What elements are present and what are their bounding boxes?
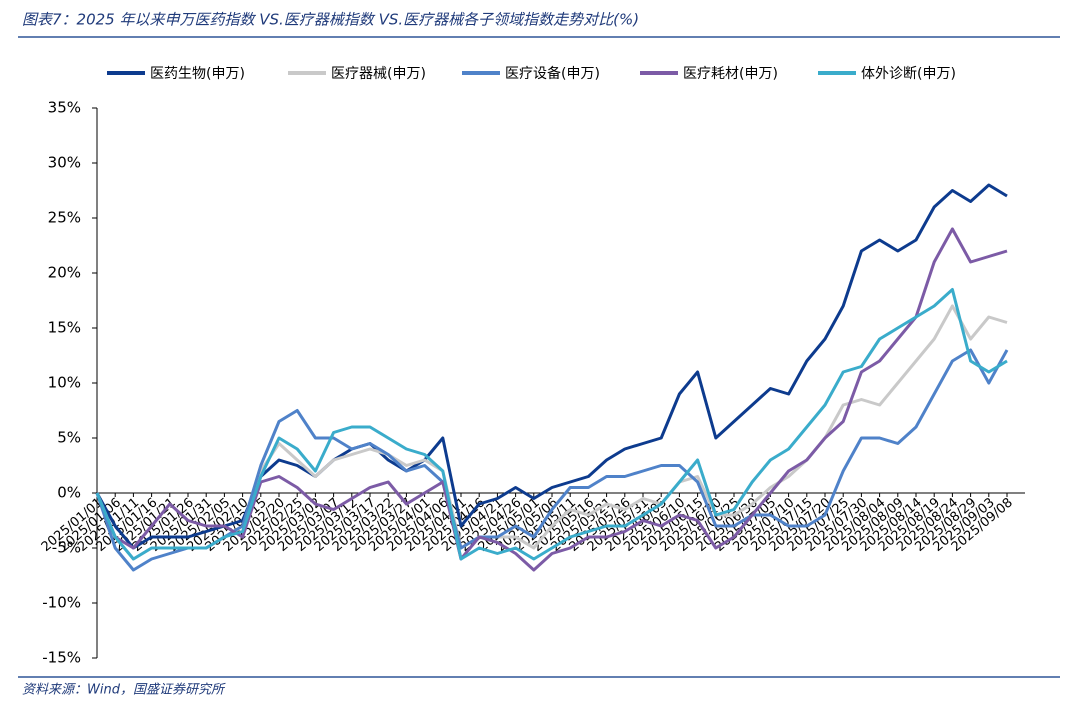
source: 资料来源：Wind，国盛证券研究所: [22, 682, 226, 698]
y-tick-label: -10%: [42, 594, 81, 612]
y-tick-label: 5%: [57, 429, 81, 447]
y-tick-label: 20%: [48, 264, 81, 282]
legend-label: 体外诊断(申万): [861, 66, 956, 82]
chart-title: 图表7：2025 年以来申万医药指数 VS.医疗器械指数 VS.医疗器械各子领域…: [22, 11, 639, 29]
y-tick-label: 0%: [57, 484, 81, 502]
y-tick-label: -5%: [52, 539, 81, 557]
y-tick-label: 25%: [48, 209, 81, 227]
line-series: [95, 348, 1009, 572]
legend-label: 医疗设备(申万): [505, 65, 600, 82]
line-series: [95, 288, 1008, 561]
legend-label: 医疗耗材(申万): [683, 66, 778, 82]
legend-label: 医药生物(申万): [150, 66, 245, 82]
y-tick-label: 15%: [48, 319, 81, 337]
y-tick-label: 35%: [48, 99, 81, 117]
y-tick-label: -15%: [42, 649, 81, 667]
legend-label: 医疗器械(申万): [331, 66, 426, 82]
y-tick-label: 10%: [48, 374, 81, 392]
y-tick-label: 30%: [48, 154, 81, 172]
line-series: [95, 227, 1008, 572]
